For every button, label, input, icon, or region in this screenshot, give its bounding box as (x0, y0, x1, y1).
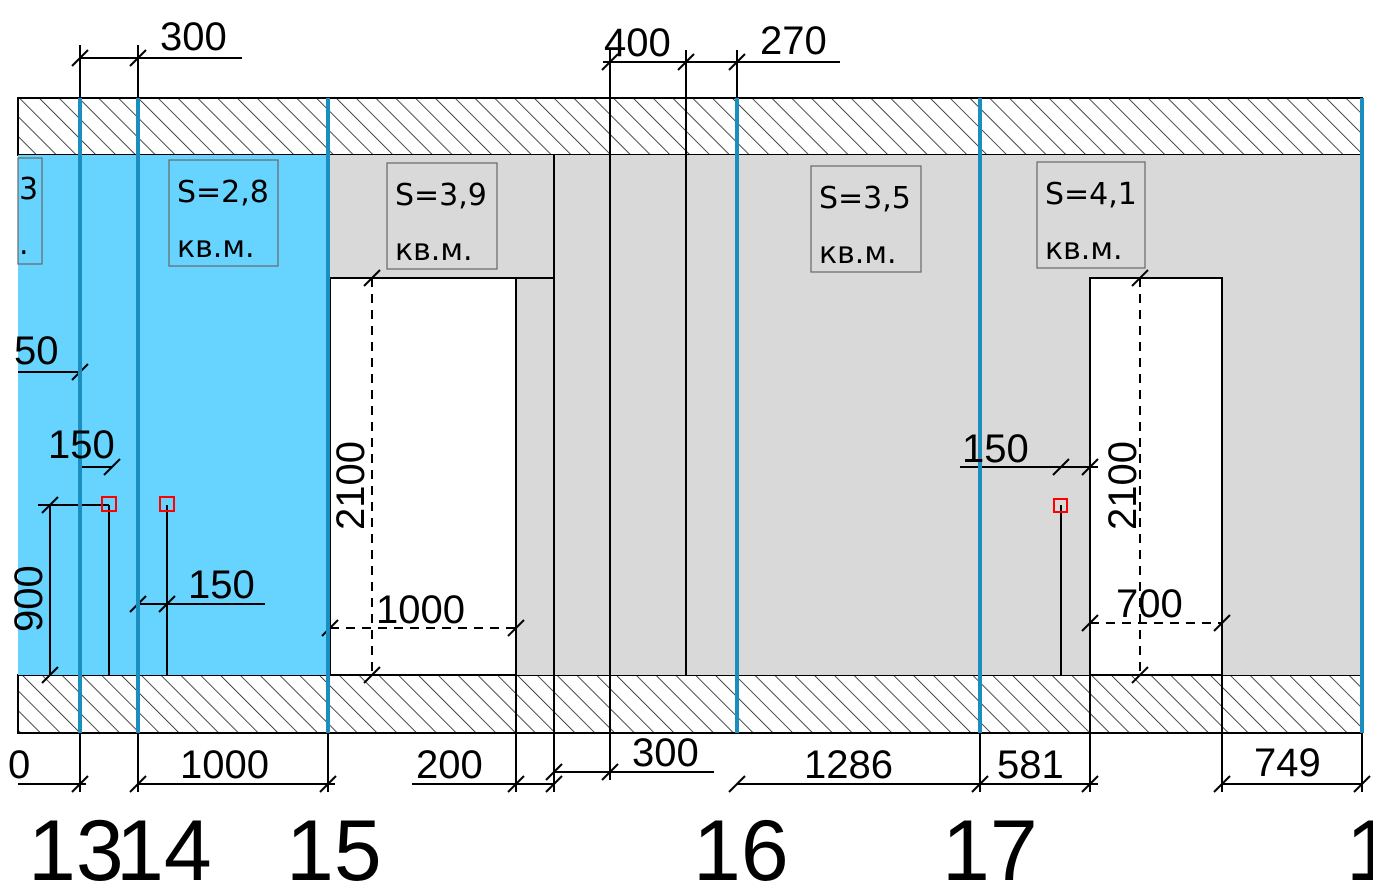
point-markers (101, 496, 1068, 513)
dimension-label: 749 (1254, 741, 1321, 785)
bottom-wall (17, 674, 1363, 734)
dimension-label: 2100 (329, 441, 373, 530)
door-opening-1 (329, 277, 517, 676)
bottom-dimension-lines (18, 675, 1371, 793)
dimension-label: 700 (1116, 582, 1183, 626)
room-label-boxes (17, 157, 1146, 273)
dimension-label: 0 (8, 743, 30, 787)
dimension-label: 1000 (180, 743, 269, 787)
room-area-label: 3 (19, 172, 38, 207)
room-unit-label: кв.м. (395, 233, 473, 268)
partitions (108, 155, 1062, 675)
marker-square (159, 496, 175, 512)
dimension-label: 300 (632, 731, 699, 775)
marker-square (101, 496, 117, 512)
dimension-label: 400 (604, 21, 671, 65)
room-unit-label: кв.м. (819, 236, 897, 271)
axis-label: 15 (286, 803, 382, 888)
dimension-label: 300 (160, 15, 227, 59)
room-area-label: S=2,8 (177, 175, 269, 210)
dimension-label: 2100 (1101, 441, 1145, 530)
door-dimension-lines (321, 269, 1231, 684)
dimension-label: 270 (760, 19, 827, 63)
highlighted-room (18, 155, 328, 675)
axis-label: 13 (28, 803, 124, 888)
room-area-label: S=4,1 (1045, 177, 1137, 212)
dimension-label: 1286 (804, 743, 893, 787)
dimension-label: 150 (188, 563, 255, 607)
dimension-label: 50 (14, 329, 59, 373)
top-wall (17, 97, 1363, 156)
dimension-label: 150 (962, 427, 1029, 471)
axis-lines (78, 98, 1364, 733)
room-area-label: S=3,5 (819, 181, 911, 216)
axis-label: 16 (693, 803, 789, 888)
dimension-label: 900 (7, 565, 51, 632)
dimension-label: 200 (416, 743, 483, 787)
room-unit-label: . (19, 227, 29, 262)
axis-label: 17 (942, 803, 1038, 888)
dimension-label: 581 (997, 743, 1064, 787)
door-opening-2 (1089, 277, 1223, 676)
axis-label: 14 (116, 803, 212, 888)
marker-square (1053, 498, 1068, 513)
dimension-label: 1000 (376, 588, 465, 632)
axis-label: 1 (1346, 803, 1373, 888)
room-unit-label: кв.м. (1045, 232, 1123, 267)
room-label-texts: 3 . S=2,8 кв.м. S=3,9 кв.м. S=3,5 кв.м. … (19, 172, 1137, 271)
top-dimension-lines (71, 45, 840, 155)
room-area-label: S=3,9 (395, 178, 487, 213)
dimension-label: 150 (48, 423, 115, 467)
room-unit-label: кв.м. (177, 230, 255, 265)
